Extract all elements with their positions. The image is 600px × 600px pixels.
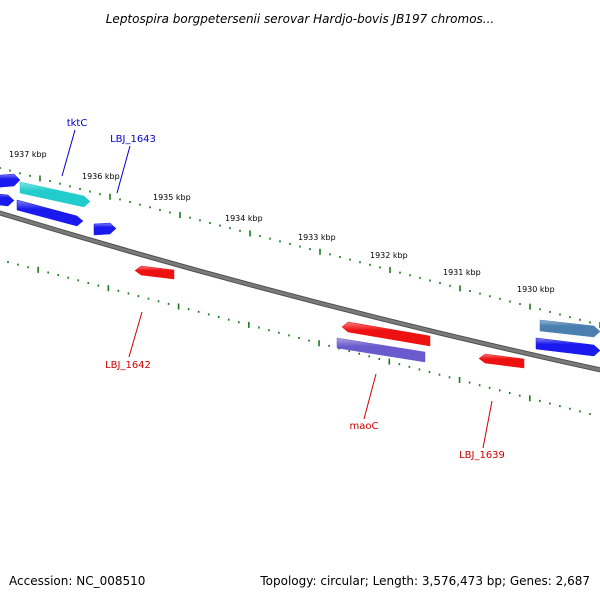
gene-arrow-tktc[interactable] [19,181,91,208]
gene-label[interactable]: LBJ_1643 [110,134,156,145]
gene-arrow[interactable] [535,337,600,357]
gene-arrow-maoc[interactable] [336,337,426,363]
gene-arrow[interactable] [16,199,84,227]
gene-arrow[interactable] [93,222,117,236]
scale-label: 1937 kbp [9,150,47,159]
gene-label[interactable]: maoC [350,421,379,432]
gene-label[interactable]: LBJ_1639 [459,450,505,461]
gene-leader-line [482,400,493,449]
map-title: Leptospira borgpetersenii serovar Hardjo… [106,12,495,26]
gene-label[interactable]: LBJ_1642 [105,360,151,371]
gene-arrow-lbj-1642[interactable] [134,265,175,280]
genes-layer [0,173,600,369]
backbone-line [0,211,600,372]
scale-label: 1936 kbp [82,172,120,181]
scale-label: 1931 kbp [443,268,481,277]
scale-label: 1935 kbp [153,193,191,202]
gene-leader-line [61,129,76,177]
gene-arrow-lbj-1639[interactable] [478,353,525,369]
gene-arrow[interactable] [341,321,431,347]
backbone [0,210,600,373]
scale-label: 1932 kbp [370,251,408,260]
labels-layer: 1937 kbp 1936 kbp 1935 kbp 1934 kbp 1933 kbp… [9,118,555,461]
gene-arrow[interactable] [0,193,15,207]
scale-label: 1930 kbp [517,285,555,294]
scale-label: 1933 kbp [298,233,336,242]
gene-arrow-lbj-1643[interactable] [0,173,21,188]
accession-text: Accession: NC_008510 [9,574,146,588]
gene-arrow[interactable] [539,319,600,338]
gene-leader-line [363,373,377,420]
topology-text: Topology: circular; Length: 3,576,473 bp… [260,574,590,588]
gene-leader-line [116,145,131,194]
scale-label: 1934 kbp [225,214,263,223]
gene-leader-line [128,311,143,358]
gene-label[interactable]: tktC [67,118,88,129]
scale-ticks [0,167,600,415]
